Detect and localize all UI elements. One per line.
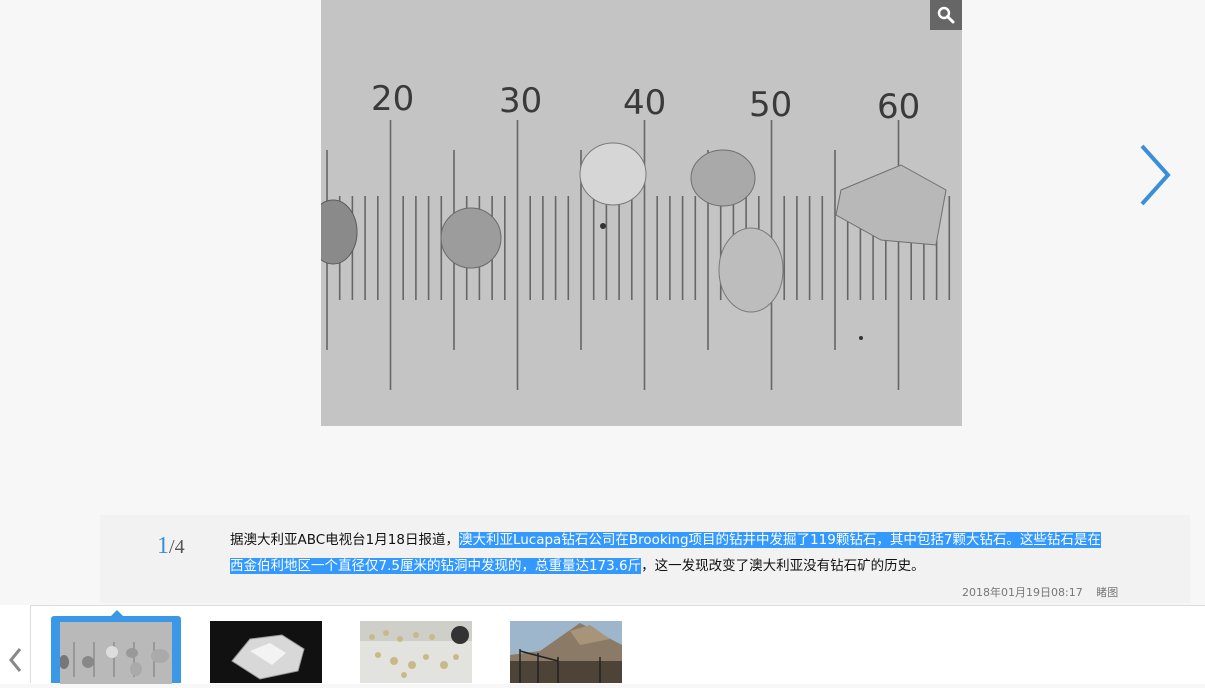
counter-current: 1 [157,533,169,559]
next-image-button[interactable] [1136,140,1176,210]
thumbnail-1[interactable] [60,622,172,684]
ruler-label: 50 [749,85,792,125]
mine-site-thumbnail [510,621,622,683]
search-icon [937,6,955,24]
thumbnails-prev-button[interactable] [0,605,31,683]
ruler-label: 60 [877,87,920,127]
ruler-label: 40 [623,83,666,123]
caption-text-after: ，这一发现改变了澳大利亚没有钻石矿的历史。 [641,558,925,574]
rough-diamond-thumbnail [210,621,322,683]
publish-datetime: 2018年01月19日08:17 [962,586,1083,599]
caption-text-before: 据澳大利亚ABC电视台1月18日报道， [230,532,459,548]
diamond-stones [321,142,947,340]
counter-separator: / [169,536,175,558]
ruler-diamonds-thumbnail [60,622,172,684]
ruler-with-diamonds-image: 20 30 40 50 60 [321,0,962,426]
zoom-button[interactable] [930,0,962,30]
photo-source: 睹图 [1096,586,1119,599]
image-caption: 据澳大利亚ABC电视台1月18日报道，澳大利亚Lucapa钻石公司在Brooki… [230,527,1110,579]
ruler-label: 30 [499,81,542,121]
main-photo[interactable]: 20 30 40 50 60 [321,0,962,426]
thumbnail-3[interactable] [360,621,472,683]
diamonds-on-tray-thumbnail [360,621,472,683]
article-meta: 2018年01月19日08:17 睹图 [962,584,1118,600]
thumbnail-4[interactable] [510,621,622,683]
image-counter: 1/4 [157,533,185,560]
counter-total: 4 [174,536,185,558]
chevron-right-icon [1140,144,1171,206]
ruler-label: 20 [371,79,414,119]
active-thumbnail-pointer [111,610,123,616]
chevron-left-icon [9,648,22,672]
thumbnail-2[interactable] [210,621,322,683]
